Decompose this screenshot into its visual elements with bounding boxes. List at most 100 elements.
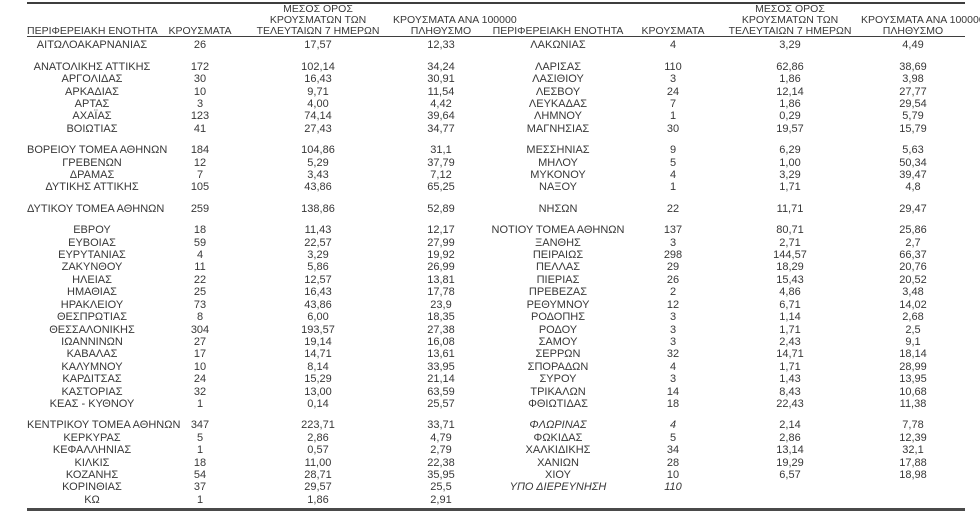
- cases-cell-left: 32: [193, 385, 207, 398]
- header-per100k-line1: ΚΡΟΥΣΜΑΤΑ ΑΝΑ 100000: [861, 13, 980, 26]
- avg7-cell-right: 1,71: [779, 181, 801, 194]
- table-row: ΑΙΤΩΛΟΑΚΑΡΝΑΝΙΑΣ 26 17,57 12,33 ΛΑΚΩΝΙΑΣ…: [27, 37, 965, 52]
- table-row: ΑΡΓΟΛΙΔΑΣ 30 16,43 30,91 ΛΑΣΙΘΙΟΥ 3 1,86…: [27, 73, 965, 85]
- avg7-cell-left: 29,57: [304, 481, 332, 494]
- avg7-cell-right: 2,14: [779, 419, 801, 432]
- avg7-cell-right: 1,14: [779, 311, 801, 324]
- cases-cell-right: 28: [666, 456, 680, 469]
- cases-cell-right: 4: [669, 419, 677, 432]
- cases-cell-left: 25: [193, 286, 207, 299]
- per100k-cell-left: 30,91: [427, 73, 455, 86]
- per100k-cell-right: 4,8: [905, 181, 921, 194]
- per100k-cell-left: 31,1: [430, 144, 452, 157]
- cases-cell-right: 110: [664, 60, 682, 73]
- cases-cell-right: 5: [669, 156, 677, 169]
- per100k-cell-right: 4,49: [902, 39, 924, 52]
- region-cell-left: ΑΡΚΑΔΙΑΣ: [65, 85, 119, 98]
- cases-cell-left: 184: [190, 144, 210, 157]
- per100k-cell-left: 25,5: [430, 481, 452, 494]
- avg7-cell-left: 4,00: [307, 98, 329, 111]
- region-cell-right: ΞΑΝΘΗΣ: [535, 236, 581, 249]
- per100k-cell-right: 2,7: [905, 236, 921, 249]
- region-cell-right: ΜΗΛΟΥ: [538, 156, 578, 169]
- per100k-cell-left: 4,79: [430, 431, 452, 444]
- cases-cell-left: 123: [190, 110, 210, 123]
- table-row: ΗΡΑΚΛΕΙΟΥ 73 43,86 23,9 ΡΕΘΥΜΝΟΥ 12 6,71…: [27, 299, 965, 311]
- per100k-cell-left: 11,54: [427, 85, 455, 98]
- per100k-cell-right: 14,02: [899, 298, 927, 311]
- cases-cell-right: 3: [669, 311, 677, 324]
- per100k-cell-left: 25,57: [427, 397, 455, 410]
- per100k-cell-left: 34,24: [427, 60, 455, 73]
- header-avg7-right: ΜΕΣΟΣ ΟΡΟΣ ΚΡΟΥΣΜΑΤΩΝ ΤΩΝ ΤΕΛΕΥΤΑΙΩΝ 7 Η…: [719, 3, 861, 38]
- region-cell-left: ΑΝΑΤΟΛΙΚΗΣ ΑΤΤΙΚΗΣ: [33, 60, 151, 73]
- region-cell-right: ΠΕΙΡΑΙΩΣ: [532, 249, 584, 262]
- table-row: ΚΑΣΤΟΡΙΑΣ 32 13,00 63,59 ΤΡΙΚΑΛΩΝ 14 8,4…: [27, 386, 965, 398]
- region-cell-left: ΘΕΣΠΡΩΤΙΑΣ: [56, 311, 128, 324]
- avg7-cell-right: 4,86: [779, 286, 801, 299]
- group-separator-row: [27, 194, 965, 203]
- region-cell-right: ΧΑΝΙΩΝ: [537, 456, 579, 469]
- region-cell-right: ΣΠΟΡΑΔΩΝ: [527, 360, 589, 373]
- per100k-cell-left: 34,77: [427, 122, 455, 135]
- region-cell-left: ΑΡΓΟΛΙΔΑΣ: [61, 73, 123, 86]
- region-cell-left: ΚΟΖΑΝΗΣ: [65, 468, 119, 481]
- region-cell-right: ΛΑΚΩΝΙΑΣ: [530, 39, 586, 52]
- table-header: ΠΕΡΙΦΕΡΕΙΑΚΗ ΕΝΟΤΗΤΑ ΚΡΟΥΣΜΑΤΑ ΜΕΣΟΣ ΟΡΟ…: [27, 3, 980, 38]
- region-cell-right: ΜΥΚΟΝΟΥ: [530, 169, 586, 182]
- per100k-cell-left: 22,38: [427, 456, 455, 469]
- header-per100k-right: ΚΡΟΥΣΜΑΤΑ ΑΝΑ 100000 ΠΛΗΘΥΣΜΟ: [861, 3, 980, 38]
- header-per100k-line2: ΠΛΗΘΥΣΜΟ: [882, 24, 944, 37]
- cases-cell-right: 7: [669, 98, 677, 111]
- region-cell-left: ΑΙΤΩΛΟΑΚΑΡΝΑΝΙΑΣ: [36, 39, 148, 52]
- region-cell-left: ΗΛΕΙΑΣ: [72, 273, 112, 286]
- per100k-cell-left: 33,95: [427, 360, 455, 373]
- per100k-cell-right: 15,79: [899, 122, 927, 135]
- group-separator-row: [27, 215, 965, 224]
- cases-cell-right: 4: [669, 39, 677, 52]
- avg7-cell-left: 102,14: [301, 60, 335, 73]
- avg7-cell-left: 15,29: [304, 373, 332, 386]
- avg7-cell-right: 12,14: [776, 85, 804, 98]
- region-cell-right: ΝΑΞΟΥ: [539, 181, 577, 194]
- cases-cell-right: 30: [666, 122, 680, 135]
- cases-cell-right: 2: [669, 286, 677, 299]
- avg7-cell-left: 43,86: [304, 298, 332, 311]
- table-row: ΒΟΡΕΙΟΥ ΤΟΜΕΑ ΑΘΗΝΩΝ 184 104,86 31,1 ΜΕΣ…: [27, 144, 965, 156]
- region-cell-left: ΚΙΛΚΙΣ: [74, 456, 110, 469]
- avg7-cell-left: 104,86: [301, 144, 335, 157]
- per100k-cell-left: 27,38: [427, 323, 455, 336]
- header-avg7-line2: ΚΡΟΥΣΜΑΤΩΝ ΤΩΝ: [741, 13, 839, 26]
- region-cell-right: ΤΡΙΚΑΛΩΝ: [530, 385, 586, 398]
- region-cell-left: ΚΟΡΙΝΘΙΑΣ: [62, 481, 122, 494]
- region-cell-right: ΦΘΙΩΤΙΔΑΣ: [528, 397, 588, 410]
- per100k-cell-right: 2,68: [902, 311, 924, 324]
- avg7-cell-right: 13,14: [776, 444, 804, 457]
- region-cell-right: ΛΑΣΙΘΙΟΥ: [532, 73, 584, 86]
- cases-cell-right: 32: [666, 348, 680, 361]
- region-cell-right: ΡΟΔΟΥ: [538, 323, 578, 336]
- per100k-cell-right: [861, 481, 965, 493]
- cases-cell-left: 3: [196, 98, 204, 111]
- table-row: ΓΡΕΒΕΝΩΝ 12 5,29 37,79 ΜΗΛΟΥ 5 1,00 50,3…: [27, 157, 965, 169]
- cases-cell-left: 26: [193, 39, 207, 52]
- table-row: ΚΕΦΑΛΛΗΝΙΑΣ 1 0,57 2,79 ΧΑΛΚΙΔΙΚΗΣ 34 13…: [27, 444, 965, 456]
- avg7-cell-left: 5,86: [307, 261, 329, 274]
- per100k-cell-left: 37,79: [427, 156, 455, 169]
- avg7-cell-left: 9,71: [307, 85, 329, 98]
- header-cases-left: ΚΡΟΥΣΜΑΤΑ: [157, 3, 243, 38]
- table-row: ΚΕΡΚΥΡΑΣ 5 2,86 4,79 ΦΩΚΙΔΑΣ 5 2,86 12,3…: [27, 432, 965, 444]
- avg7-cell-left: 3,29: [307, 249, 329, 262]
- avg7-cell-right: 0,29: [779, 110, 801, 123]
- cases-cell-left: 30: [193, 73, 207, 86]
- cases-cell-right: 34: [666, 444, 680, 457]
- region-cell-right: ΠΡΕΒΕΖΑΣ: [528, 286, 588, 299]
- cases-cell-left: 8: [196, 311, 204, 324]
- cases-cell-left: 17: [193, 348, 207, 361]
- table-row: ΚΑΒΑΛΑΣ 17 14,71 13,61 ΣΕΡΡΩΝ 32 14,71 1…: [27, 348, 965, 360]
- per100k-cell-left: 13,61: [427, 348, 455, 361]
- group-separator-row: [27, 52, 965, 61]
- region-cell-right: ΛΗΜΝΟΥ: [534, 110, 582, 123]
- avg7-cell-right: 3,29: [779, 39, 801, 52]
- table-row: ΚΟΡΙΝΘΙΑΣ 37 29,57 25,5 ΥΠΟ ΔΙΕΡΕΥΝΗΣΗ 1…: [27, 481, 965, 493]
